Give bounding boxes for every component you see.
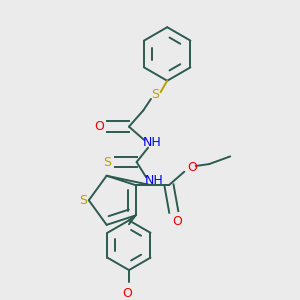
Text: O: O (187, 161, 197, 174)
Text: S: S (103, 155, 111, 169)
Text: O: O (94, 120, 104, 133)
Text: O: O (172, 215, 182, 228)
Text: O: O (122, 286, 132, 299)
Text: NH: NH (144, 174, 163, 187)
Text: S: S (79, 194, 87, 207)
Text: S: S (151, 88, 159, 100)
Text: NH: NH (142, 136, 161, 149)
